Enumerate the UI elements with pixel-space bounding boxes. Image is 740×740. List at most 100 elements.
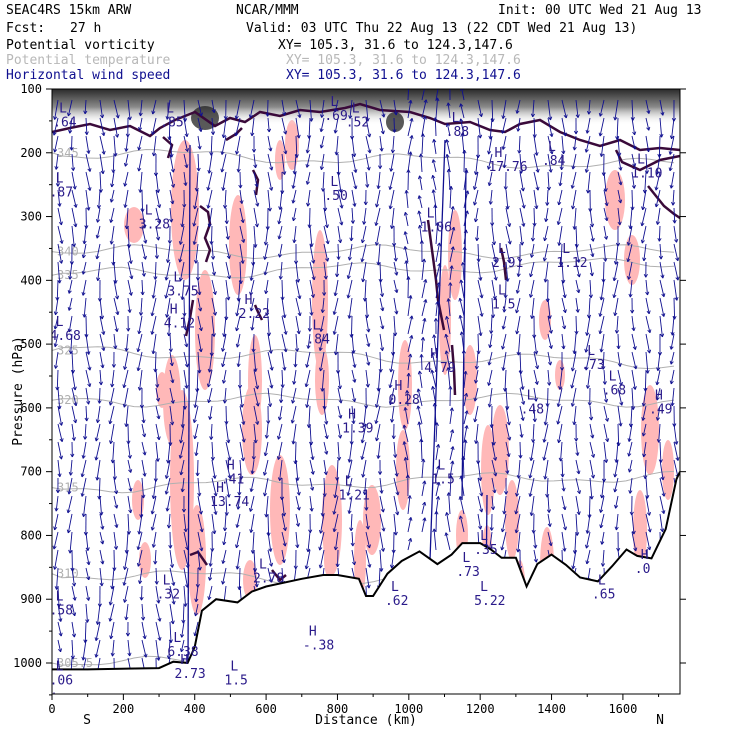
wind-vector — [351, 387, 356, 402]
wind-vector-head — [155, 458, 160, 462]
wind-vector-head — [124, 347, 129, 352]
wind-vector-head — [374, 404, 379, 408]
wind-vector-head — [198, 348, 203, 353]
wind-vector — [589, 279, 592, 298]
wind-vector — [127, 477, 132, 492]
wind-vector-head — [573, 130, 579, 135]
wind-vector-head — [212, 311, 217, 316]
wind-vector — [659, 297, 665, 317]
wind-vector-head — [297, 312, 302, 317]
wind-vector — [236, 333, 241, 348]
wind-vector-head — [632, 163, 637, 167]
wind-vector-head — [585, 332, 590, 336]
wind-vector-head — [125, 632, 130, 637]
pv-fill-blob — [156, 372, 168, 408]
wind-vector-head — [584, 544, 590, 549]
wind-vector — [337, 369, 341, 389]
wind-vector-head — [570, 367, 575, 372]
wind-vector-head — [403, 457, 408, 461]
wind-vector-head — [154, 255, 159, 259]
wind-vector — [515, 513, 521, 534]
wind-vector-head — [323, 275, 328, 280]
wind-vector — [323, 477, 326, 497]
wind-vector-head — [366, 328, 371, 333]
wind-vector — [657, 351, 661, 371]
extremum-marker: L — [166, 102, 174, 117]
wind-vector — [657, 207, 661, 225]
wind-vector-head — [645, 291, 650, 296]
wind-vector-head — [478, 332, 483, 337]
wind-vector — [585, 135, 591, 153]
wind-vector-head — [168, 544, 173, 549]
wind-vector-head — [276, 456, 281, 460]
wind-vector-head — [73, 402, 78, 407]
wind-vector — [195, 441, 199, 456]
wind-vector — [502, 135, 507, 150]
wind-vector — [292, 423, 297, 445]
wind-vector — [83, 225, 87, 244]
wind-vector — [267, 315, 270, 336]
strong-wind-vector — [187, 144, 191, 666]
wind-vector-head — [238, 184, 243, 189]
wind-vector — [95, 621, 101, 641]
wind-vector-head — [54, 166, 59, 170]
wind-vector-head — [530, 113, 536, 118]
wind-vector-head — [599, 296, 604, 301]
wind-vector — [309, 99, 312, 122]
wind-vector-head — [207, 399, 212, 404]
wind-vector-head — [533, 558, 538, 563]
wind-vector — [235, 531, 241, 548]
wind-vector-head — [505, 278, 510, 282]
wind-vector-head — [661, 293, 666, 298]
extremum-value: .84 — [306, 332, 330, 347]
wind-vector — [547, 153, 552, 173]
wind-vector — [502, 99, 507, 119]
wind-vector — [419, 175, 423, 191]
wind-vector-head — [264, 290, 269, 294]
wind-vector — [600, 135, 605, 157]
wind-vector — [225, 243, 230, 259]
wind-vector-head — [263, 492, 268, 497]
extremum-value: 1.12 — [556, 256, 587, 271]
wind-vector — [211, 279, 216, 295]
wind-vector — [54, 315, 59, 330]
wind-vector — [323, 405, 328, 425]
wind-vector — [375, 405, 381, 424]
extremum-marker: L — [637, 153, 645, 168]
wind-vector-head — [282, 314, 287, 319]
wind-vector-head — [178, 258, 183, 263]
wind-vector — [487, 153, 493, 170]
wind-vector-head — [333, 108, 338, 113]
wind-vector — [490, 315, 493, 334]
wind-vector-head — [360, 439, 365, 444]
wind-vector-head — [431, 189, 436, 194]
pv-fill-blob — [229, 195, 247, 295]
wind-vector — [183, 117, 188, 137]
wind-vector — [57, 405, 63, 426]
wind-vector — [253, 207, 258, 228]
wind-vector — [69, 261, 73, 280]
wind-vector-head — [403, 231, 408, 235]
wind-vector-head — [94, 637, 99, 641]
wind-vector — [586, 117, 591, 134]
extremum-value: 1.10 — [631, 167, 662, 182]
wind-vector — [645, 135, 650, 152]
wind-vector-head — [557, 201, 562, 206]
wind-vector-head — [122, 403, 127, 408]
wind-vector — [169, 333, 172, 352]
wind-vector — [503, 153, 507, 168]
wind-vector — [347, 279, 353, 299]
wind-vector-head — [208, 576, 213, 581]
pv-fill-blob — [396, 430, 410, 510]
wind-vector-head — [404, 190, 409, 194]
wind-vector-head — [183, 182, 188, 186]
wind-vector-head — [660, 274, 665, 279]
wind-vector — [141, 423, 146, 438]
extremum-marker: H — [430, 347, 438, 362]
wind-vector — [124, 549, 129, 570]
wind-vector-head — [165, 116, 170, 120]
wind-vector — [449, 246, 454, 263]
wind-vector — [659, 459, 664, 481]
wind-vector — [295, 297, 301, 316]
wind-vector — [533, 549, 537, 563]
